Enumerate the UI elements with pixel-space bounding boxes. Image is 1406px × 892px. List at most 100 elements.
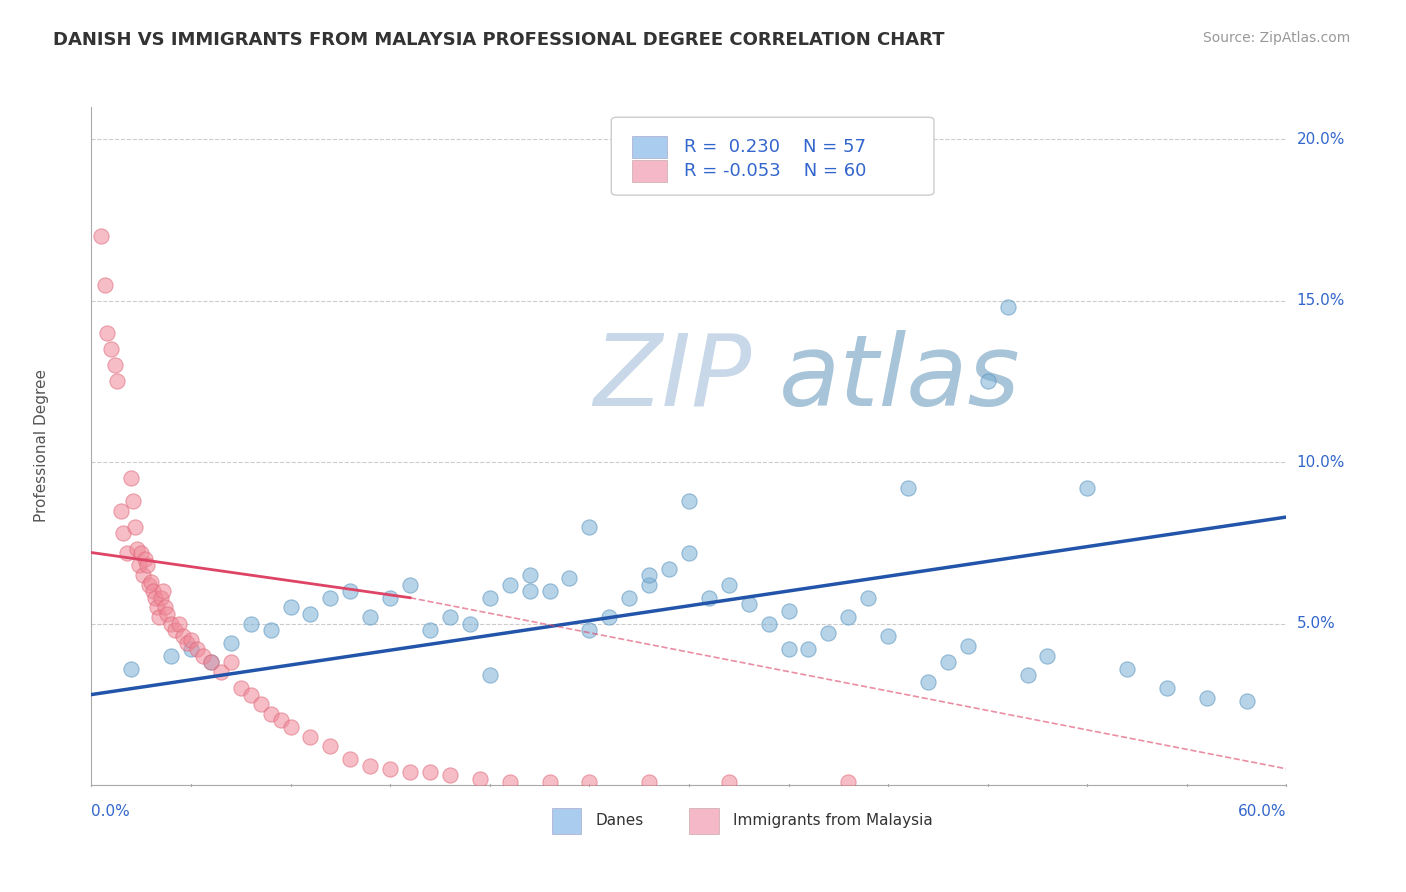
Point bbox=[678, 545, 700, 559]
Point bbox=[478, 591, 501, 605]
Point bbox=[1076, 481, 1098, 495]
Point bbox=[112, 526, 135, 541]
Point bbox=[917, 674, 939, 689]
Point bbox=[419, 765, 441, 780]
Point bbox=[758, 616, 780, 631]
Point bbox=[976, 375, 998, 389]
Point bbox=[142, 584, 165, 599]
Point bbox=[148, 610, 170, 624]
Point bbox=[778, 604, 800, 618]
Point bbox=[200, 655, 222, 669]
Text: ZIP: ZIP bbox=[593, 330, 752, 426]
Point bbox=[239, 616, 262, 631]
Point bbox=[90, 229, 112, 244]
Point bbox=[180, 642, 202, 657]
Point bbox=[1156, 681, 1178, 695]
Point bbox=[877, 630, 900, 644]
Point bbox=[143, 591, 166, 605]
Point bbox=[167, 616, 190, 631]
Point bbox=[94, 277, 117, 292]
Point bbox=[956, 639, 979, 653]
Text: 20.0%: 20.0% bbox=[1296, 132, 1344, 147]
Point bbox=[439, 610, 461, 624]
Text: Immigrants from Malaysia: Immigrants from Malaysia bbox=[733, 814, 934, 829]
Point bbox=[122, 494, 145, 508]
Text: 10.0%: 10.0% bbox=[1296, 455, 1344, 470]
Point bbox=[737, 597, 759, 611]
Point bbox=[997, 300, 1019, 314]
Point bbox=[249, 698, 271, 712]
Point bbox=[134, 552, 156, 566]
Point bbox=[141, 574, 162, 589]
Point bbox=[619, 591, 641, 605]
Point bbox=[270, 714, 292, 728]
Point bbox=[280, 600, 302, 615]
Point bbox=[229, 681, 252, 695]
Point bbox=[638, 774, 661, 789]
Point bbox=[1036, 648, 1059, 663]
Point bbox=[259, 623, 281, 637]
Bar bbox=[631, 160, 668, 182]
Point bbox=[856, 591, 880, 605]
Point bbox=[259, 706, 281, 721]
Point bbox=[129, 545, 152, 559]
Text: Professional Degree: Professional Degree bbox=[34, 369, 49, 523]
Point bbox=[180, 632, 202, 647]
Point bbox=[1195, 690, 1218, 705]
Point bbox=[419, 623, 441, 637]
Point bbox=[124, 519, 146, 533]
Point bbox=[378, 762, 402, 776]
Point bbox=[399, 578, 422, 592]
Text: Source: ZipAtlas.com: Source: ZipAtlas.com bbox=[1202, 31, 1350, 45]
Point bbox=[598, 610, 620, 624]
Point bbox=[678, 494, 700, 508]
Point bbox=[105, 375, 128, 389]
Point bbox=[200, 655, 222, 669]
Point bbox=[127, 542, 149, 557]
Point bbox=[439, 768, 461, 782]
Point bbox=[219, 636, 242, 650]
Point bbox=[104, 359, 127, 373]
Text: 0.0%: 0.0% bbox=[91, 804, 131, 819]
Point bbox=[156, 607, 179, 621]
Text: atlas: atlas bbox=[779, 330, 1021, 426]
Point bbox=[152, 584, 174, 599]
Point bbox=[658, 562, 681, 576]
Point bbox=[160, 616, 183, 631]
Text: 60.0%: 60.0% bbox=[1239, 804, 1286, 819]
Point bbox=[478, 668, 501, 682]
Point bbox=[578, 774, 600, 789]
Point bbox=[219, 655, 242, 669]
Point bbox=[359, 758, 381, 772]
Point bbox=[339, 584, 361, 599]
Point bbox=[191, 648, 214, 663]
Point bbox=[299, 730, 322, 744]
Point bbox=[176, 636, 198, 650]
Point bbox=[638, 568, 661, 582]
Point bbox=[837, 774, 859, 789]
Text: Danes: Danes bbox=[596, 814, 644, 829]
Point bbox=[299, 607, 322, 621]
Point bbox=[578, 623, 600, 637]
Point bbox=[538, 774, 561, 789]
Point bbox=[378, 591, 402, 605]
Point bbox=[359, 610, 381, 624]
Text: R = -0.053    N = 60: R = -0.053 N = 60 bbox=[685, 161, 866, 180]
Point bbox=[558, 571, 581, 585]
Point bbox=[638, 578, 661, 592]
Point bbox=[538, 584, 561, 599]
Point bbox=[339, 752, 361, 766]
Point bbox=[1236, 694, 1258, 708]
Bar bbox=[551, 808, 582, 834]
FancyBboxPatch shape bbox=[612, 117, 934, 195]
Text: 15.0%: 15.0% bbox=[1296, 293, 1344, 309]
Point bbox=[128, 558, 150, 573]
Point bbox=[319, 591, 342, 605]
Point bbox=[897, 481, 920, 495]
Text: DANISH VS IMMIGRANTS FROM MALAYSIA PROFESSIONAL DEGREE CORRELATION CHART: DANISH VS IMMIGRANTS FROM MALAYSIA PROFE… bbox=[53, 31, 945, 49]
Point bbox=[239, 688, 262, 702]
Point bbox=[160, 648, 183, 663]
Point bbox=[150, 591, 173, 605]
Point bbox=[136, 558, 159, 573]
Point bbox=[498, 774, 520, 789]
